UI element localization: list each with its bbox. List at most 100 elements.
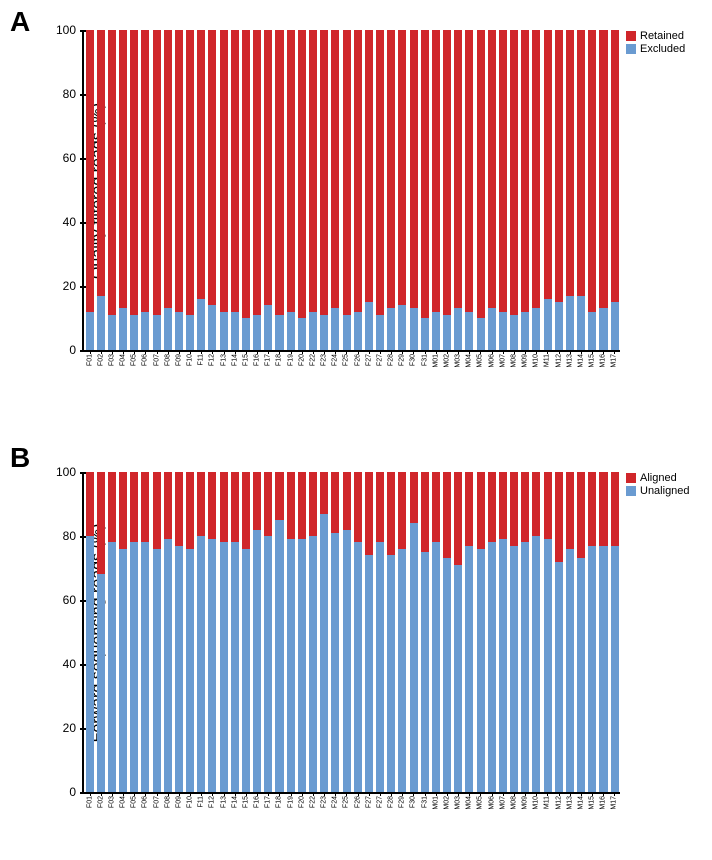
bar-segment-top: [119, 30, 127, 308]
stacked-bar: [510, 472, 518, 792]
stacked-bar: [521, 30, 529, 350]
stacked-bar: [197, 472, 205, 792]
x-tick-label: F23: [321, 354, 328, 366]
bar-slot: [363, 472, 374, 792]
bar-segment-top: [130, 30, 138, 315]
stacked-bar: [97, 472, 105, 792]
x-tick-label: M08: [510, 796, 517, 810]
stacked-bar: [298, 30, 306, 350]
stacked-bar: [454, 30, 462, 350]
x-tick-label: M16: [600, 796, 607, 810]
panel-b-bars: [84, 472, 620, 792]
x-tick-label: M11: [544, 354, 551, 367]
stacked-bar: [164, 30, 172, 350]
bar-slot: [173, 472, 184, 792]
bar-segment-top: [197, 30, 205, 299]
bar-slot: [307, 30, 318, 350]
y-tick: 40: [46, 215, 84, 229]
bar-segment-bottom: [220, 542, 228, 792]
x-tick-label: F11: [198, 354, 205, 366]
x-tick-label: F20: [298, 796, 305, 808]
legend-label: Excluded: [640, 43, 685, 55]
bar-segment-top: [108, 472, 116, 542]
bar-slot: [151, 472, 162, 792]
stacked-bar: [499, 472, 507, 792]
bar-segment-top: [532, 30, 540, 308]
stacked-bar: [119, 472, 127, 792]
bar-slot: [285, 30, 296, 350]
bar-segment-top: [432, 30, 440, 312]
panel-b-label: B: [10, 442, 30, 474]
stacked-bar: [220, 472, 228, 792]
bar-segment-bottom: [275, 520, 283, 792]
bar-slot: [509, 472, 520, 792]
bar-segment-bottom: [599, 546, 607, 792]
bar-slot: [84, 472, 95, 792]
stacked-bar: [488, 472, 496, 792]
x-tick-label: M06: [488, 354, 495, 368]
bar-segment-bottom: [186, 549, 194, 792]
bar-segment-top: [164, 30, 172, 308]
x-tick-label: F05: [131, 354, 138, 366]
stacked-bar: [86, 472, 94, 792]
stacked-bar: [555, 30, 563, 350]
bar-segment-bottom: [421, 318, 429, 350]
x-tick-label: F25: [343, 796, 350, 808]
stacked-bar: [410, 472, 418, 792]
bar-segment-bottom: [130, 315, 138, 350]
bar-segment-bottom: [532, 536, 540, 792]
legend-item: Retained: [626, 30, 685, 42]
bar-segment-bottom: [354, 542, 362, 792]
panel-a-label: A: [10, 6, 30, 38]
stacked-bar: [398, 472, 406, 792]
bar-segment-bottom: [298, 318, 306, 350]
x-tick-label: F15: [242, 354, 249, 366]
bar-segment-top: [354, 30, 362, 312]
y-tick: 100: [46, 23, 84, 37]
bar-segment-top: [577, 30, 585, 296]
bar-segment-bottom: [86, 536, 94, 792]
x-tick-label: F29: [399, 796, 406, 808]
stacked-bar: [309, 30, 317, 350]
panel-b-legend: AlignedUnaligned: [626, 472, 690, 498]
x-tick-label: F07: [153, 796, 160, 808]
bar-segment-top: [488, 472, 496, 542]
x-tick-label: F06: [142, 354, 149, 366]
bar-segment-bottom: [410, 523, 418, 792]
bar-slot: [363, 30, 374, 350]
x-tick-label: F29: [399, 354, 406, 366]
bar-segment-top: [287, 30, 295, 312]
bar-segment-bottom: [253, 530, 261, 792]
legend-item: Excluded: [626, 43, 685, 55]
bar-slot: [352, 472, 363, 792]
bar-slot: [497, 472, 508, 792]
bar-segment-bottom: [521, 312, 529, 350]
bar-segment-bottom: [164, 308, 172, 350]
stacked-bar: [320, 472, 328, 792]
x-tick-label: M05: [477, 796, 484, 810]
stacked-bar: [499, 30, 507, 350]
bar-segment-top: [97, 472, 105, 574]
x-tick-label: M10: [533, 354, 540, 368]
bar-segment-top: [532, 472, 540, 536]
bar-segment-top: [521, 30, 529, 312]
bar-segment-bottom: [499, 539, 507, 792]
bar-segment-top: [175, 472, 183, 546]
bar-slot: [453, 472, 464, 792]
bar-slot: [542, 30, 553, 350]
bar-segment-top: [387, 472, 395, 555]
x-tick-label: M10: [533, 796, 540, 810]
bar-segment-top: [443, 30, 451, 315]
x-tick-label: F27: [376, 796, 383, 808]
bar-segment-top: [264, 472, 272, 536]
bar-slot: [553, 472, 564, 792]
stacked-bar: [108, 472, 116, 792]
bar-slot: [162, 30, 173, 350]
bar-segment-bottom: [354, 312, 362, 350]
bar-segment-bottom: [510, 546, 518, 792]
x-tick-label: M17: [611, 354, 618, 368]
x-tick-label: F28: [388, 796, 395, 808]
bar-segment-bottom: [365, 302, 373, 350]
stacked-bar: [141, 472, 149, 792]
bar-segment-bottom: [555, 302, 563, 350]
